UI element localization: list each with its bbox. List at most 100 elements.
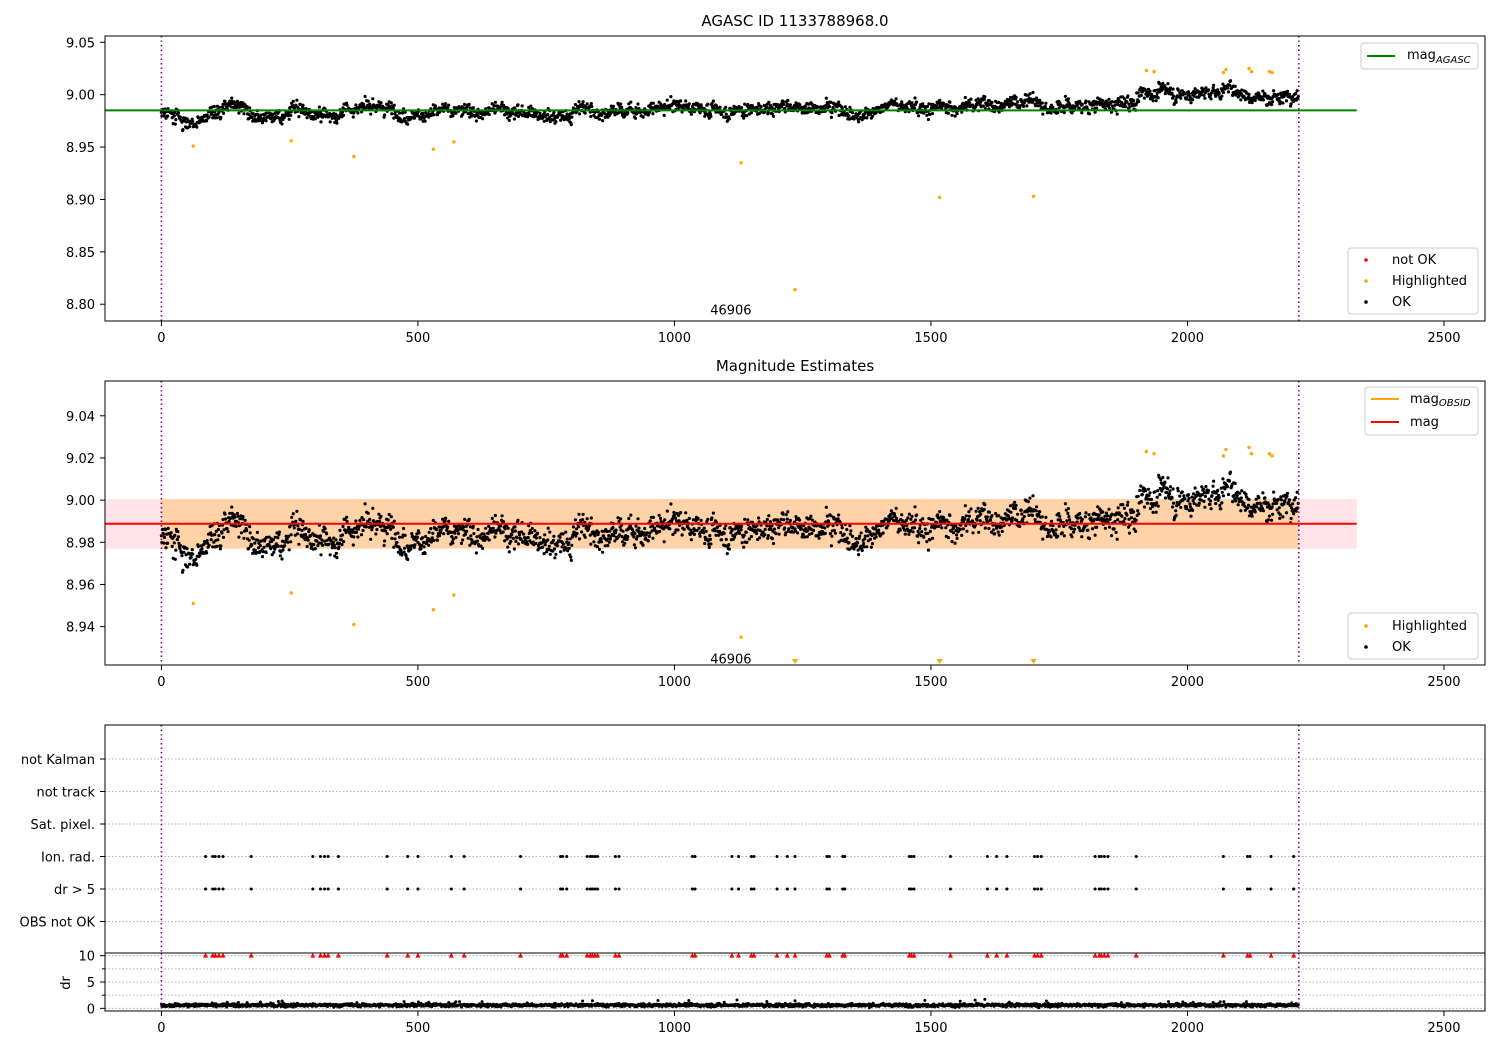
- flag-point: [416, 855, 420, 858]
- ok-point: [699, 518, 703, 523]
- ok-point: [907, 532, 911, 537]
- ok-point: [842, 532, 846, 536]
- ok-point: [466, 536, 470, 540]
- ok-point: [1235, 494, 1239, 498]
- flag-point: [985, 855, 989, 858]
- ok-point: [262, 116, 266, 120]
- ok-point: [668, 527, 672, 531]
- ok-point: [515, 536, 519, 540]
- ok-point: [212, 540, 216, 544]
- flag-point: [221, 887, 225, 891]
- ok-point: [577, 512, 581, 516]
- ok-point: [429, 527, 433, 531]
- ok-point: [1076, 516, 1080, 520]
- ok-point: [982, 97, 986, 101]
- flag-point: [843, 887, 847, 891]
- ok-point: [911, 530, 915, 534]
- ok-point: [1056, 534, 1060, 538]
- ok-point: [395, 540, 399, 545]
- ok-point: [1136, 494, 1140, 498]
- ok-point: [1214, 501, 1218, 506]
- ok-point: [185, 547, 189, 551]
- ok-point: [493, 513, 497, 518]
- ok-point: [1165, 487, 1169, 491]
- y-tick-label: 9.05: [66, 36, 95, 51]
- ok-point: [1016, 100, 1020, 104]
- ok-point: [859, 531, 863, 535]
- ok-point: [1289, 516, 1293, 521]
- ok-point: [641, 115, 645, 119]
- ok-point: [975, 518, 979, 522]
- ok-point: [250, 543, 254, 547]
- ok-point: [391, 106, 395, 110]
- ok-point: [727, 547, 731, 551]
- ok-point: [487, 538, 491, 542]
- ok-point: [1156, 489, 1160, 493]
- ok-point: [559, 550, 563, 554]
- ok-point: [161, 532, 166, 536]
- ok-point: [213, 533, 217, 537]
- ok-point: [759, 105, 763, 109]
- y-tick-label: 8.94: [66, 621, 95, 636]
- flag-point: [775, 887, 779, 891]
- ok-point: [538, 536, 542, 540]
- ok-point: [1018, 524, 1022, 529]
- ok-point: [232, 524, 236, 528]
- ok-point: [371, 506, 375, 510]
- ok-point: [1171, 505, 1175, 509]
- ok-point: [837, 513, 841, 517]
- flag-point: [1221, 887, 1225, 891]
- ok-point: [1171, 87, 1175, 91]
- ok-point: [250, 115, 254, 119]
- ok-point: [390, 536, 394, 541]
- x-tick-label: 1500: [914, 675, 947, 690]
- highlighted-point: [1249, 452, 1254, 456]
- ok-point: [471, 524, 475, 528]
- ok-point: [1110, 100, 1114, 104]
- highlighted-point: [1221, 70, 1226, 75]
- y-tick-label: 8.96: [66, 578, 95, 593]
- ok-point: [530, 530, 534, 535]
- ok-point: [1261, 89, 1265, 93]
- ok-point: [493, 535, 497, 539]
- below-range-marker: [792, 659, 798, 664]
- ok-point: [178, 543, 182, 548]
- ok-point: [403, 110, 407, 114]
- ok-point: [1006, 514, 1011, 518]
- ok-point: [811, 528, 816, 533]
- ok-point: [435, 538, 439, 542]
- flag-point: [690, 855, 694, 858]
- ok-point: [259, 113, 263, 117]
- ok-point: [516, 518, 520, 523]
- flag-label-sat-pixel: Sat. pixel.: [31, 818, 95, 833]
- ok-point: [1028, 92, 1032, 96]
- ok-point: [963, 504, 967, 508]
- ok-point: [369, 112, 373, 116]
- ok-point: [439, 529, 443, 533]
- ok-point: [595, 545, 600, 549]
- ok-point: [162, 114, 166, 118]
- ok-point: [1247, 498, 1251, 502]
- ok-point: [493, 100, 497, 104]
- flag-point: [1039, 855, 1043, 858]
- ok-point: [925, 540, 929, 544]
- ok-point: [636, 517, 640, 521]
- x-tick-label: 0: [157, 675, 165, 690]
- ok-point: [997, 514, 1001, 518]
- ok-point: [983, 526, 987, 530]
- ok-point: [749, 534, 754, 539]
- flag-point: [249, 855, 253, 858]
- ok-point: [629, 100, 633, 104]
- ok-point: [392, 103, 396, 107]
- ok-point: [221, 535, 226, 540]
- ok-point: [987, 526, 991, 531]
- ok-point: [965, 529, 969, 533]
- ok-point: [796, 531, 800, 535]
- ok-point: [1233, 481, 1237, 485]
- ok-point: [437, 534, 442, 538]
- ok-point: [845, 112, 849, 116]
- ok-point: [247, 538, 251, 542]
- ok-point: [870, 114, 875, 118]
- ok-point: [415, 111, 419, 115]
- ok-point: [1085, 105, 1089, 109]
